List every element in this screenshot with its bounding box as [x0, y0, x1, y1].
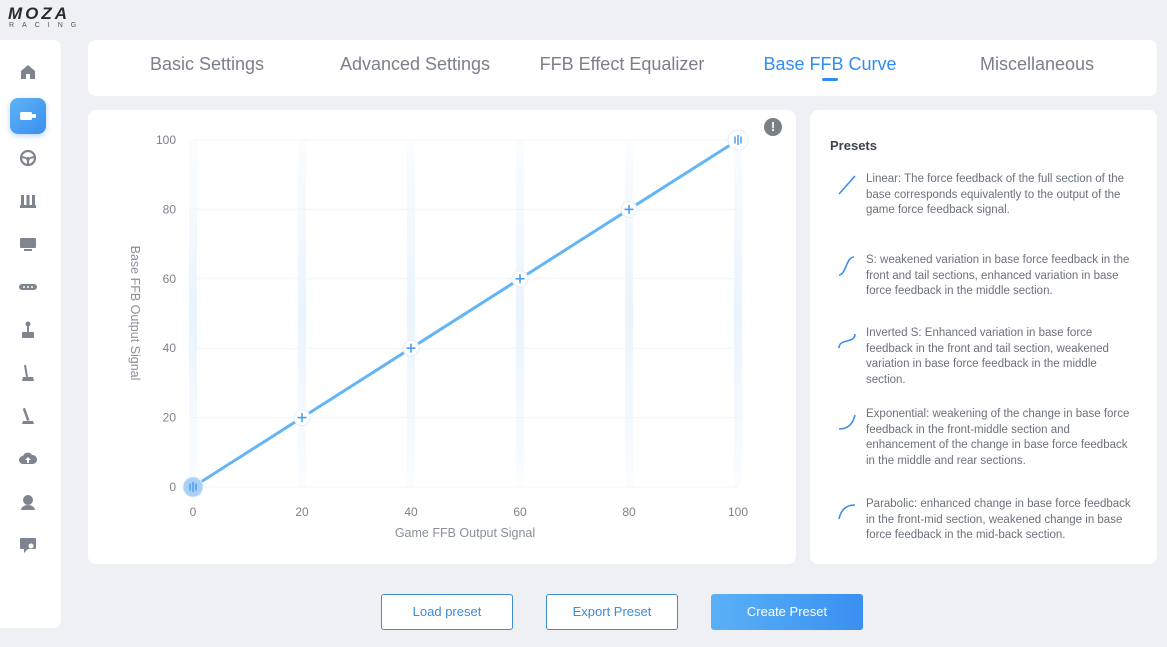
- preset-parabolic-description: Parabolic: enhanced change in base force…: [866, 498, 1131, 542]
- x-tick-label: 80: [622, 505, 636, 519]
- cloud-icon: [19, 452, 38, 464]
- pedals-icon: [20, 195, 36, 208]
- ffb-curve-chart[interactable]: 0 20 40 60 80 100 0 20 40 60 80 100 Game FFB Output…: [88, 110, 796, 564]
- preset-exponential[interactable]: Exponential: weakening of the change in …: [836, 407, 1136, 469]
- sidebar-item-cloud[interactable]: [10, 441, 46, 477]
- create-preset-button[interactable]: Create Preset: [711, 594, 863, 630]
- curve-point[interactable]: [620, 200, 638, 218]
- sidebar-item-joystick[interactable]: [10, 312, 46, 348]
- tab-base-ffb-curve[interactable]: Base FFB Curve: [725, 40, 935, 96]
- tab-ffb-effect-equalizer[interactable]: FFB Effect Equalizer: [539, 54, 705, 74]
- logo-main-text: MOZA: [8, 4, 71, 23]
- y-axis-label: Base FFB Output Signal: [128, 246, 142, 381]
- sidebar: [0, 40, 61, 628]
- sidebar-item-dashboard[interactable]: [10, 226, 46, 262]
- y-tick-label: 60: [163, 272, 177, 286]
- handbrake-icon: [22, 407, 34, 424]
- preset-s[interactable]: S: weakened variation in base force feed…: [836, 253, 1136, 300]
- presets-panel: Presets Linear: The force feedback of th…: [810, 110, 1157, 564]
- preset-inverted-s[interactable]: Inverted S: Enhanced variation in base f…: [836, 326, 1136, 388]
- exponential-curve-icon: [838, 414, 856, 430]
- sidebar-item-handbrake[interactable]: [10, 398, 46, 434]
- sidebar-item-pedals[interactable]: [10, 183, 46, 219]
- joystick-icon: [22, 321, 34, 338]
- ffb-curve-line: [191, 138, 740, 489]
- sidebar-item-wheelbase[interactable]: [10, 98, 46, 134]
- sidebar-item-user[interactable]: [10, 484, 46, 520]
- settings-tab-bar: Basic Settings Advanced Settings FFB Eff…: [88, 40, 1157, 96]
- preset-exponential-description: Exponential: weakening of the change in …: [866, 408, 1130, 467]
- sidebar-item-shifter[interactable]: [10, 355, 46, 391]
- curve-point[interactable]: [511, 270, 529, 288]
- x-tick-label: 100: [728, 505, 748, 519]
- sidebar-item-home[interactable]: [10, 54, 46, 90]
- sidebar-item-support[interactable]: [10, 527, 46, 563]
- tab-advanced-settings[interactable]: Advanced Settings: [339, 54, 491, 74]
- support-icon: [20, 538, 36, 553]
- x-axis-label: Game FFB Output Signal: [395, 526, 535, 540]
- inverted-s-curve-icon: [838, 333, 856, 349]
- y-tick-label: 40: [163, 341, 177, 355]
- tab-basic-settings[interactable]: Basic Settings: [149, 54, 265, 74]
- grid-column: [407, 140, 415, 487]
- y-tick-label: 20: [163, 411, 177, 425]
- curve-point[interactable]: [727, 129, 749, 151]
- preset-s-description: S: weakened variation in base force feed…: [866, 254, 1130, 298]
- x-tick-label: 20: [295, 505, 309, 519]
- dashboard-icon: [20, 238, 36, 251]
- grid-column: [298, 140, 306, 487]
- curve-point[interactable]: [402, 339, 420, 357]
- linear-curve-icon: [838, 175, 856, 195]
- grid-column: [625, 140, 633, 487]
- y-tick-label: 80: [163, 202, 177, 216]
- wheelbase-icon: [20, 112, 36, 120]
- load-preset-button[interactable]: Load preset: [381, 594, 513, 630]
- preset-linear-description: Linear: The force feedback of the full s…: [866, 173, 1125, 217]
- active-tab-indicator: [822, 78, 838, 81]
- export-preset-button[interactable]: Export Preset: [546, 594, 678, 630]
- grid-column: [516, 140, 524, 487]
- x-tick-label: 40: [404, 505, 418, 519]
- preset-linear[interactable]: Linear: The force feedback of the full s…: [836, 172, 1136, 219]
- preset-inverted-s-description: Inverted S: Enhanced variation in base f…: [866, 327, 1109, 386]
- sidebar-item-steering-wheel[interactable]: [10, 140, 46, 176]
- tab-miscellaneous[interactable]: Miscellaneous: [979, 54, 1095, 74]
- curve-point[interactable]: [293, 409, 311, 427]
- logo-sub-text: RACING: [9, 22, 85, 29]
- parabolic-curve-icon: [838, 504, 856, 520]
- home-icon: [21, 65, 35, 79]
- preset-parabolic[interactable]: Parabolic: enhanced change in base force…: [836, 497, 1136, 544]
- curve-point[interactable]: [182, 476, 204, 498]
- button-box-icon: [19, 284, 37, 290]
- info-icon[interactable]: !: [764, 118, 782, 136]
- y-tick-label: 100: [156, 133, 176, 147]
- presets-title: Presets: [830, 138, 877, 153]
- x-tick-label: 0: [190, 505, 197, 519]
- x-tick-label: 60: [513, 505, 527, 519]
- grid-column: [189, 140, 197, 487]
- s-curve-icon: [838, 256, 855, 276]
- steering-wheel-icon: [19, 149, 37, 167]
- grid-column: [734, 140, 742, 487]
- sidebar-item-button-box[interactable]: [10, 269, 46, 305]
- ffb-curve-chart-panel: 0 20 40 60 80 100 0 20 40 60 80 100 Game FFB Output…: [88, 110, 796, 564]
- user-icon: [21, 495, 35, 510]
- shifter-icon: [22, 364, 34, 381]
- moza-logo: MOZA RACING: [8, 4, 108, 29]
- y-tick-label: 0: [169, 480, 176, 494]
